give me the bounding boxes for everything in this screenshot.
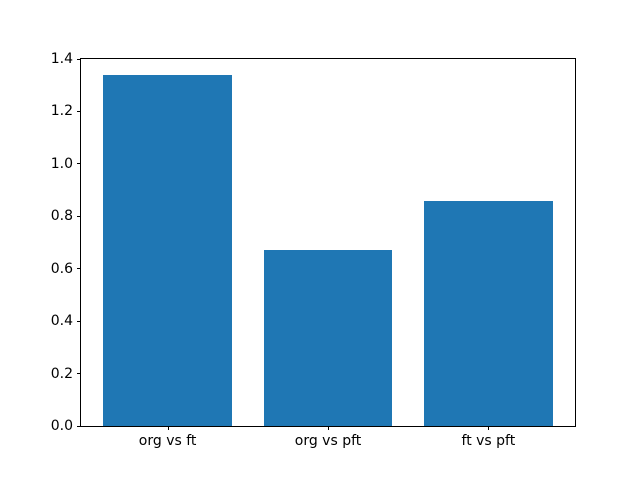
bar-org-vs-ft — [103, 74, 232, 426]
y-tick-label: 1.2 — [50, 103, 73, 120]
y-tick-label: 1.4 — [50, 51, 73, 67]
y-tick-mark — [77, 425, 81, 427]
y-tick-label: 0.2 — [50, 365, 73, 382]
y-tick-mark — [77, 268, 81, 270]
x-tick-label: org vs pft — [294, 433, 362, 449]
x-tick-mark — [488, 426, 490, 430]
y-tick-mark — [77, 110, 81, 112]
y-tick-mark — [77, 320, 81, 322]
bar-ft-vs-pft — [424, 200, 553, 426]
y-tick-mark — [77, 373, 81, 375]
y-tick-mark — [77, 58, 81, 60]
plot-area: org vs ft org vs pft ft vs pft 0.0 0.2 0.4 0.6… — [51, 52, 576, 448]
y-tick-mark — [77, 163, 81, 165]
x-tick-mark — [328, 426, 329, 430]
y-tick-label: 0.0 — [50, 418, 73, 434]
y-tick-label: 0.4 — [50, 313, 73, 330]
y-tick-label: 1.0 — [50, 155, 73, 172]
x-tick-label: org vs ft — [138, 433, 197, 449]
x-tick-mark — [167, 426, 169, 430]
bar-org-vs-pft — [263, 250, 393, 426]
y-tick-label: 0.6 — [50, 260, 73, 277]
x-tick-label: ft vs pft — [461, 433, 516, 449]
y-tick-mark — [77, 215, 81, 217]
y-tick-label: 0.8 — [50, 208, 73, 225]
